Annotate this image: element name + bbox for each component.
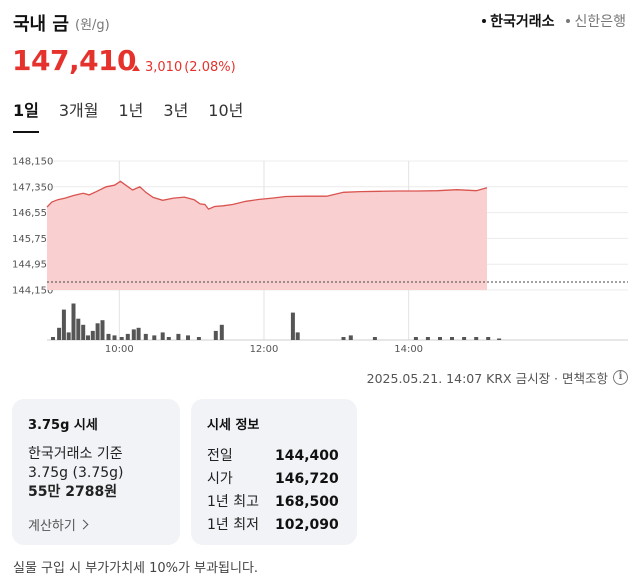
unit-label: (원/g) — [75, 18, 110, 33]
volume-bar — [136, 327, 141, 340]
volume-bar — [51, 337, 55, 340]
source-tab-krx[interactable]: 한국거래소 — [482, 11, 554, 31]
y-tick-label: 145,750 — [12, 234, 53, 245]
page-title: 국내 금 — [13, 14, 69, 35]
change-percent: (2.08%) — [184, 60, 236, 75]
price-info-card: 시세 정보 전일 144,400 시가 146,720 1년 최고 168,50… — [191, 399, 357, 545]
price-line — [46, 180, 488, 210]
y-tick-label: 147,350 — [12, 182, 53, 193]
bullet-icon — [566, 19, 571, 23]
volume-bar — [90, 330, 95, 340]
info-value: 144,400 — [275, 448, 339, 464]
info-icon[interactable]: i — [613, 370, 628, 385]
y-tick-label: 144,950 — [12, 260, 53, 271]
volume-bar — [186, 335, 190, 340]
x-tick-label: 14:00 — [394, 344, 423, 355]
y-tick-label: 148,150 — [12, 157, 53, 168]
volume-bar — [219, 324, 224, 340]
info-row-52w-low: 1년 최저 102,090 — [207, 514, 341, 537]
volume-bar — [450, 337, 454, 340]
source-tabs: 한국거래소 신한은행 — [482, 11, 626, 31]
volume-bar — [152, 335, 157, 340]
bullet-icon — [482, 19, 487, 23]
info-value: 146,720 — [275, 471, 339, 487]
change-amount: 3,010 — [145, 60, 183, 75]
info-value: 168,500 — [275, 494, 339, 510]
period-tabs: 1일 3개월 1년 3년 10년 — [13, 97, 263, 133]
volume-bar — [106, 333, 111, 340]
chevron-right-icon — [78, 519, 89, 530]
info-value: 102,090 — [275, 517, 339, 533]
header: 국내 금 (원/g) 한국거래소 신한은행 — [13, 9, 626, 35]
calculate-label: 계산하기 — [28, 519, 76, 534]
quote-price: 55만 2788원 — [28, 484, 118, 500]
source-tab-shinhan[interactable]: 신한은행 — [566, 11, 626, 31]
volume-bar — [295, 332, 300, 340]
volume-bar — [176, 333, 181, 340]
price-chart[interactable]: 148,150 147,350 146,550 145,750 144,950 144,1… — [0, 150, 640, 362]
volume-bar — [425, 337, 430, 340]
info-row-open: 시가 146,720 — [207, 468, 341, 491]
quote-weight: 3.75g (3.75g) — [28, 465, 124, 481]
price-area — [47, 181, 487, 290]
tab-3y[interactable]: 3년 — [163, 101, 189, 120]
volume-bar — [438, 337, 442, 340]
footnote-text: 2025.05.21. 14:07 KRX 금시장 · 면책조항 — [366, 371, 608, 386]
volume-bar — [196, 337, 201, 340]
tab-1y[interactable]: 1년 — [118, 101, 144, 120]
quote-card-title: 3.75g 시세 — [28, 418, 98, 433]
info-label: 시가 — [207, 471, 233, 487]
quote-basis: 한국거래소 기준 — [28, 446, 123, 462]
info-row-52w-high: 1년 최고 168,500 — [207, 491, 341, 514]
volume-bar — [119, 337, 124, 340]
source-tab-label: 신한은행 — [574, 14, 626, 30]
calculate-link[interactable]: 계산하기 — [28, 515, 164, 534]
volume-bar — [486, 337, 491, 340]
price-info-title: 시세 정보 — [207, 418, 260, 433]
volume-bar — [95, 323, 100, 340]
volume-bar — [497, 338, 502, 340]
volume-bar — [112, 335, 117, 340]
volume-bar — [61, 309, 66, 340]
volume-bar — [290, 312, 295, 340]
volume-bar — [166, 337, 171, 340]
volume-bar — [100, 320, 105, 340]
volume-bar — [213, 330, 218, 340]
volume-bar — [474, 337, 479, 340]
info-label: 전일 — [207, 448, 233, 464]
volume-bar — [86, 335, 90, 340]
info-row-prev: 전일 144,400 — [207, 445, 341, 468]
footnote: 2025.05.21. 14:07 KRX 금시장 · 면책조항 i — [367, 368, 628, 387]
quote-card: 3.75g 시세 한국거래소 기준 3.75g (3.75g) 55만 2788… — [12, 399, 180, 545]
x-tick-label: 12:00 — [250, 344, 279, 355]
volume-bar — [76, 318, 81, 340]
info-label: 1년 최저 — [207, 517, 259, 533]
volume-bar — [341, 337, 346, 340]
volume-bar — [372, 337, 377, 340]
tab-10y[interactable]: 10년 — [208, 101, 244, 120]
volume-bar — [462, 337, 467, 340]
price-change: 3,010 (2.08%) — [132, 60, 236, 75]
x-tick-label: 10:00 — [105, 344, 134, 355]
volume-bar — [131, 329, 136, 340]
volume-bar — [66, 332, 71, 340]
tab-1d[interactable]: 1일 — [13, 97, 39, 133]
volume-bar — [125, 333, 130, 340]
volume-bar — [81, 324, 86, 340]
volume-bar — [160, 332, 165, 340]
up-arrow-icon — [132, 64, 140, 71]
y-tick-label: 144,150 — [12, 286, 53, 297]
volume-bar — [71, 303, 76, 340]
info-label: 1년 최고 — [207, 494, 259, 510]
volume-bar — [413, 337, 418, 340]
y-tick-label: 146,550 — [12, 208, 53, 219]
vat-notice: 실물 구입 시 부가가치세 10%가 부과됩니다. — [13, 561, 259, 576]
volume-bar — [348, 335, 353, 340]
tab-3m[interactable]: 3개월 — [58, 101, 99, 120]
source-tab-label: 한국거래소 — [490, 14, 555, 30]
volume-bar — [143, 333, 148, 340]
current-price: 147,410 — [12, 44, 137, 77]
volume-bar — [57, 327, 62, 340]
